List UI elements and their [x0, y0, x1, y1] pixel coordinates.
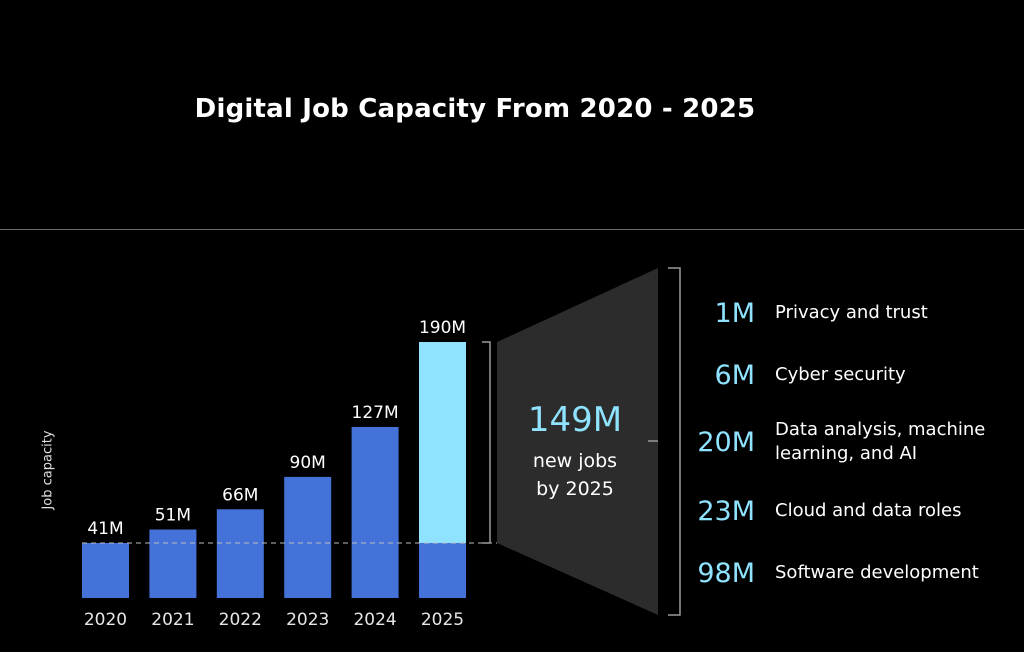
breakdown-label: Cyber security: [775, 364, 906, 385]
bar-value-label: 90M: [290, 453, 326, 473]
x-tick-label: 2024: [353, 610, 396, 630]
breakdown-value: 98M: [697, 557, 755, 589]
new-jobs-caption: new jobs by 2025: [505, 447, 645, 503]
bar-value-label: 66M: [222, 485, 258, 505]
breakdown-value: 20M: [697, 426, 755, 458]
total-bracket: [482, 341, 491, 544]
bar-2021: [149, 529, 197, 598]
bar-2020: [82, 543, 129, 598]
bar-value-label: 127M: [352, 403, 399, 423]
bar-2025-growth: [419, 342, 466, 543]
bar-2022: [216, 509, 264, 598]
breakdown-item: 1M Privacy and trust: [680, 288, 1010, 338]
bar-value-label: 51M: [155, 506, 191, 526]
breakdown-label: Cloud and data roles: [775, 500, 962, 521]
page-title: Digital Job Capacity From 2020 - 2025: [194, 94, 756, 124]
breakdown-item: 6M Cyber security: [680, 350, 1010, 400]
bar-value-label: 190M: [419, 318, 466, 338]
breakdown-bracket: [668, 267, 681, 616]
breakdown-wedge: [497, 268, 658, 615]
breakdown-label: Software development: [775, 562, 979, 583]
x-tick-label: 2023: [286, 610, 329, 630]
divider: [0, 229, 1024, 230]
new-jobs-total: 149M: [527, 400, 623, 440]
bar-value-label: 41M: [87, 519, 123, 539]
bar-2025: [419, 543, 466, 598]
breakdown-value: 6M: [714, 359, 755, 391]
new-jobs-caption-line1: new jobs: [532, 450, 618, 472]
bar-2023: [284, 476, 332, 598]
x-tick-label: 2025: [421, 610, 464, 630]
breakdown-value: 23M: [697, 495, 755, 527]
bar-2024: [351, 426, 399, 598]
x-tick-label: 2020: [84, 610, 127, 630]
breakdown-value: 1M: [714, 297, 755, 329]
breakdown-label: Data analysis, machine learning, and AI: [775, 419, 986, 464]
breakdown-label: Privacy and trust: [775, 302, 928, 323]
new-jobs-caption-line2: by 2025: [536, 478, 614, 500]
x-tick-label: 2022: [219, 610, 262, 630]
x-tick-label: 2021: [151, 610, 194, 630]
breakdown-item: 20M Data analysis, machine learning, and …: [680, 417, 1010, 467]
breakdown-item: 23M Cloud and data roles: [680, 486, 1010, 536]
breakdown-item: 98M Software development: [680, 548, 1010, 598]
